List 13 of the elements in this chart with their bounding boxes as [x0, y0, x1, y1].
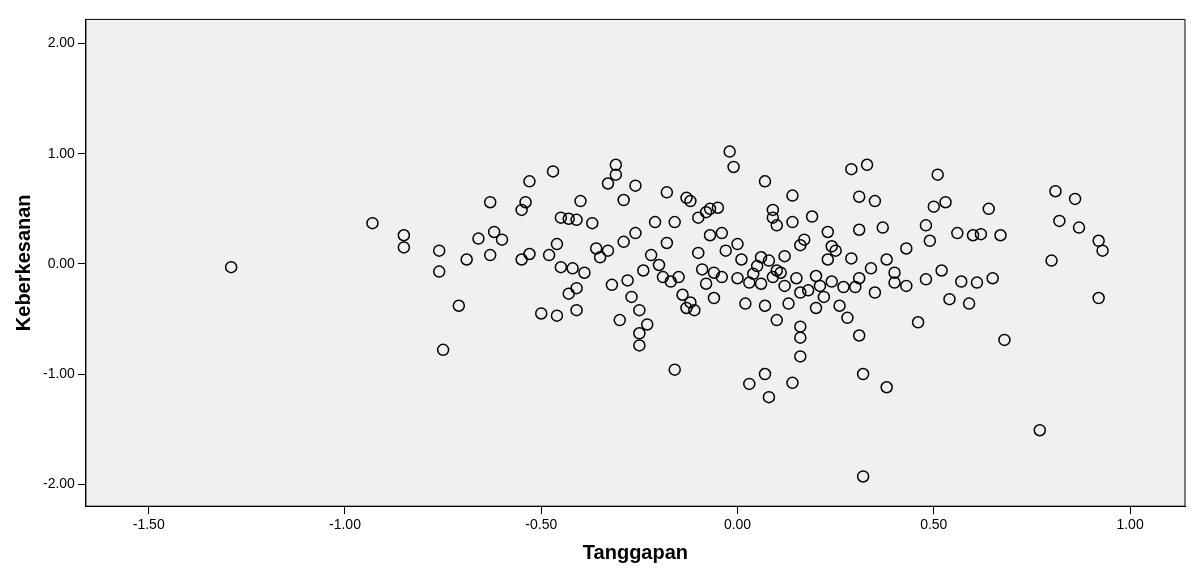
y-tick-label: -2.00	[42, 475, 76, 492]
x-tick-label: -1.50	[132, 516, 165, 533]
x-tick-label: 0.00	[723, 516, 752, 533]
y-tick-label: 2.00	[47, 34, 76, 51]
x-axis-title: Tanggapan	[582, 540, 689, 563]
x-tick-label: 1.00	[1116, 516, 1144, 533]
y-axis-title: Keberkesanan	[11, 194, 34, 332]
y-tick-label: -1.00	[42, 364, 76, 381]
x-tick-label: 0.50	[920, 516, 948, 533]
x-tick-label: -0.50	[525, 516, 558, 533]
x-tick-label: -1.00	[329, 516, 362, 533]
y-tick-label: 1.00	[47, 144, 76, 161]
y-tick-label: 0.00	[47, 254, 76, 271]
